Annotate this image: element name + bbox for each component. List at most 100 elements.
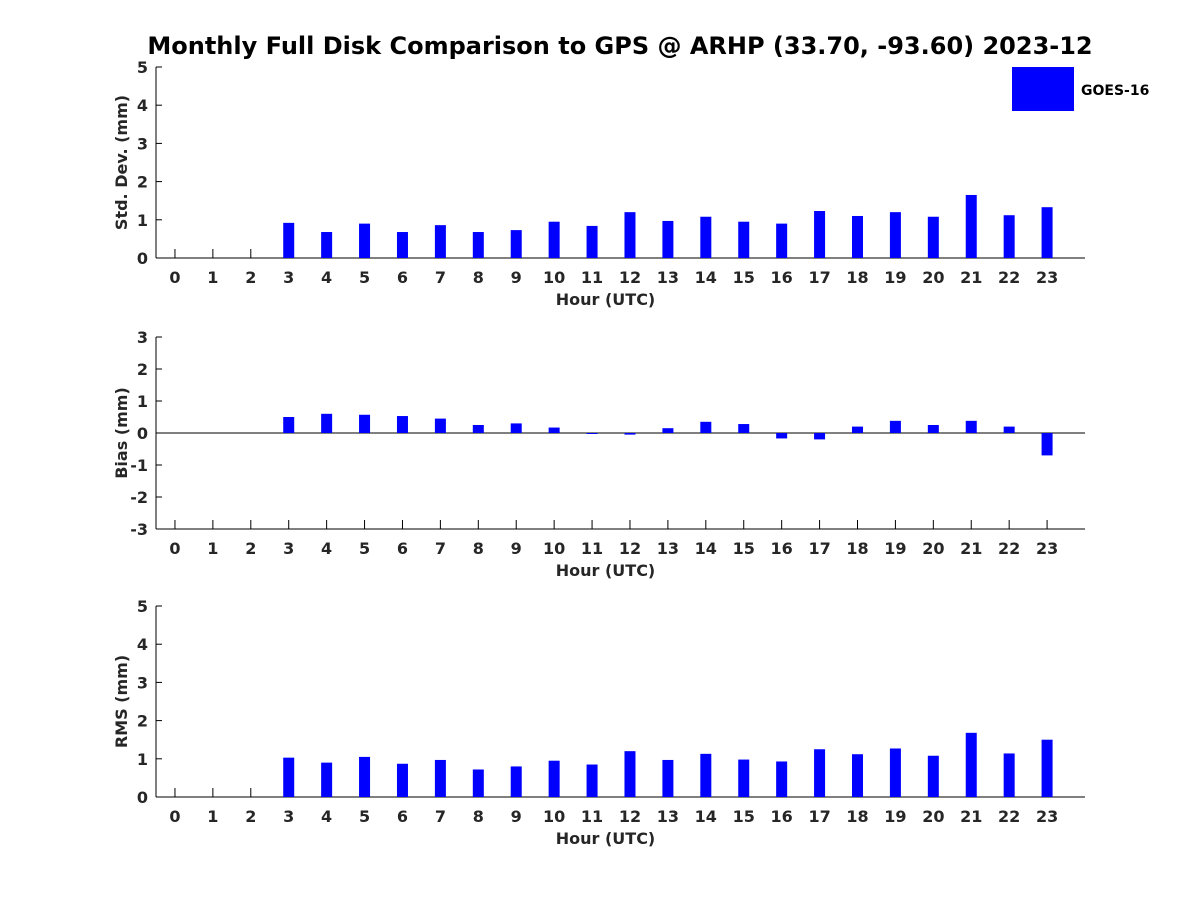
y-tick-label: 1 — [137, 392, 148, 411]
x-tick-label: 20 — [922, 268, 944, 287]
bar-22 — [1003, 426, 1015, 433]
x-tick-label: 21 — [960, 807, 982, 826]
bar-3 — [283, 757, 295, 797]
bar-5 — [359, 414, 371, 433]
x-tick-label: 6 — [397, 539, 408, 558]
bar-7 — [434, 759, 446, 797]
bar-16 — [776, 223, 788, 258]
x-tick-label: 2 — [245, 268, 256, 287]
x-tick-label: 0 — [169, 539, 180, 558]
x-tick-label: 0 — [169, 807, 180, 826]
x-tick-label: 22 — [998, 807, 1020, 826]
x-tick-label: 21 — [960, 268, 982, 287]
x-axis-label: Hour (UTC) — [556, 290, 656, 309]
x-tick-label: 13 — [657, 539, 679, 558]
x-tick-label: 13 — [657, 807, 679, 826]
y-tick-label: -2 — [130, 488, 148, 507]
x-tick-label: 21 — [960, 539, 982, 558]
bar-15 — [738, 221, 750, 258]
bar-19 — [889, 748, 901, 797]
x-tick-label: 17 — [808, 268, 830, 287]
x-tick-label: 6 — [397, 268, 408, 287]
y-tick-label: 0 — [137, 424, 148, 443]
bar-17 — [814, 211, 826, 258]
bar-21 — [965, 194, 977, 258]
y-tick-label: 5 — [137, 597, 148, 616]
x-tick-label: 0 — [169, 268, 180, 287]
x-tick-label: 9 — [511, 268, 522, 287]
bar-11 — [586, 225, 598, 258]
bar-15 — [738, 424, 750, 433]
bar-17 — [814, 749, 826, 797]
legend-label: GOES-16 — [1081, 83, 1149, 99]
x-tick-label: 1 — [207, 268, 218, 287]
x-tick-label: 7 — [435, 268, 446, 287]
bar-3 — [283, 222, 295, 258]
y-tick-label: 3 — [137, 134, 148, 153]
x-tick-label: 7 — [435, 539, 446, 558]
x-tick-label: 14 — [695, 268, 717, 287]
y-tick-label: -3 — [130, 520, 148, 539]
bar-20 — [927, 216, 939, 258]
x-tick-label: 11 — [581, 268, 603, 287]
bar-10 — [548, 221, 560, 258]
y-tick-label: -1 — [130, 456, 148, 475]
x-tick-label: 10 — [543, 268, 565, 287]
x-tick-label: 20 — [922, 807, 944, 826]
y-tick-label: 1 — [137, 750, 148, 769]
x-tick-label: 19 — [884, 807, 906, 826]
y-tick-label: 4 — [137, 635, 148, 654]
x-tick-label: 3 — [283, 539, 294, 558]
bar-11 — [586, 764, 598, 797]
x-tick-label: 18 — [846, 807, 868, 826]
bar-4 — [321, 232, 333, 258]
bar-9 — [510, 766, 522, 797]
x-tick-label: 16 — [771, 268, 793, 287]
x-tick-label: 18 — [846, 539, 868, 558]
x-tick-label: 12 — [619, 268, 641, 287]
x-tick-label: 5 — [359, 268, 370, 287]
y-tick-label: 1 — [137, 211, 148, 230]
x-tick-label: 2 — [245, 807, 256, 826]
bar-11 — [586, 433, 598, 434]
bar-9 — [510, 230, 522, 258]
x-tick-label: 10 — [543, 539, 565, 558]
bar-3 — [283, 417, 295, 433]
x-tick-label: 20 — [922, 539, 944, 558]
x-tick-label: 11 — [581, 539, 603, 558]
y-axis-label: RMS (mm) — [112, 655, 131, 748]
bar-10 — [548, 427, 560, 433]
y-tick-label: 3 — [137, 328, 148, 347]
bar-18 — [851, 426, 863, 433]
bar-5 — [359, 223, 371, 258]
bar-16 — [776, 433, 788, 439]
bar-23 — [1041, 433, 1053, 456]
chart-title: Monthly Full Disk Comparison to GPS @ AR… — [147, 32, 1092, 60]
bar-8 — [472, 232, 484, 258]
x-tick-label: 2 — [245, 539, 256, 558]
x-tick-label: 17 — [808, 807, 830, 826]
y-tick-label: 0 — [137, 788, 148, 807]
x-tick-label: 15 — [733, 539, 755, 558]
x-tick-label: 5 — [359, 807, 370, 826]
x-tick-label: 5 — [359, 539, 370, 558]
bar-15 — [738, 759, 750, 797]
bar-23 — [1041, 207, 1053, 258]
x-tick-label: 3 — [283, 268, 294, 287]
x-tick-label: 12 — [619, 807, 641, 826]
x-tick-label: 8 — [473, 807, 484, 826]
bar-21 — [965, 732, 977, 797]
x-tick-label: 22 — [998, 268, 1020, 287]
bar-14 — [700, 216, 712, 258]
bar-7 — [434, 225, 446, 258]
y-tick-label: 4 — [137, 96, 148, 115]
bar-22 — [1003, 215, 1015, 258]
x-tick-label: 10 — [543, 807, 565, 826]
x-tick-label: 19 — [884, 268, 906, 287]
x-tick-label: 4 — [321, 539, 332, 558]
legend-swatch — [1012, 67, 1074, 111]
